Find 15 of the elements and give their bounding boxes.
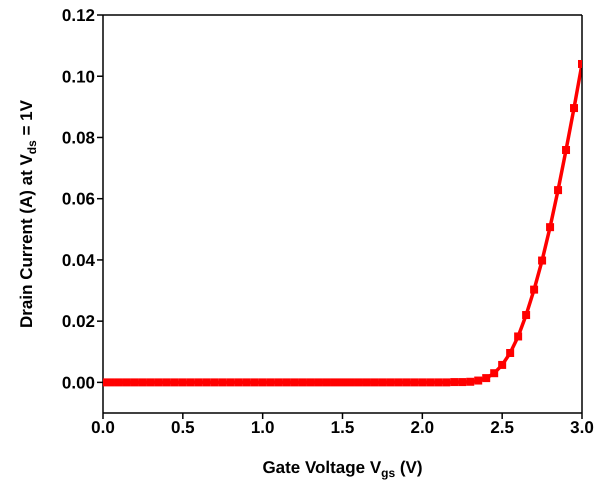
x-tick-label: 3.0 <box>570 418 594 438</box>
x-axis-title: Gate Voltage V$_{gs}$ (V) <box>262 458 423 480</box>
x-tick-label: 1.5 <box>330 418 354 438</box>
x-tick-label: 1.0 <box>250 418 274 438</box>
x-tick-label: 0.0 <box>91 418 115 438</box>
x-tick-label: 2.0 <box>410 418 434 438</box>
y-tick-label: 0.10 <box>62 67 95 86</box>
y-tick-label: 0.02 <box>62 312 95 332</box>
y-tick-label: 0.06 <box>62 190 95 209</box>
x-tick-label: 0.5 <box>171 418 195 438</box>
y-tick-label: 0.12 <box>62 6 95 26</box>
y-tick-label: 0.00 <box>62 373 95 392</box>
x-tick-label: 2.5 <box>490 418 514 438</box>
y-tick-label: 0.08 <box>62 128 95 148</box>
y-tick-label: 0.04 <box>62 250 96 270</box>
